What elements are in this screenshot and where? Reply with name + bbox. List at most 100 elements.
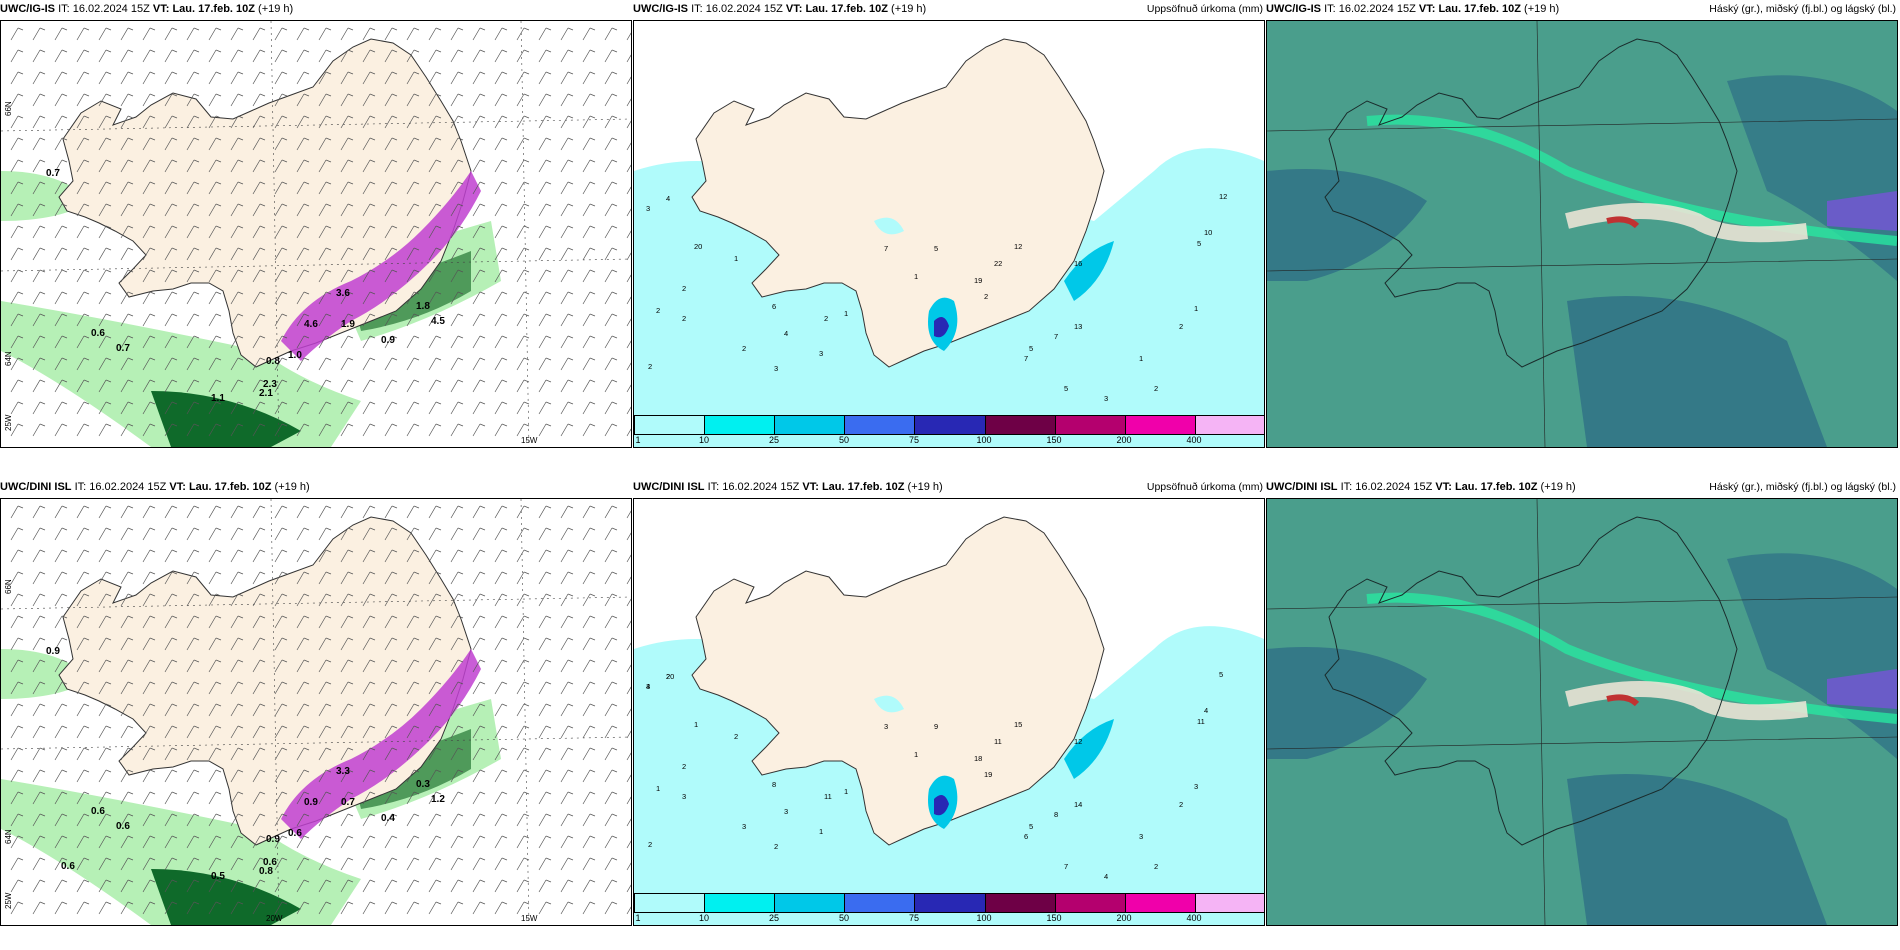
- value-label: 0.6: [263, 857, 277, 868]
- wind-barb: [76, 857, 90, 871]
- wind-barb: [186, 203, 200, 217]
- wind-barb: [384, 593, 398, 607]
- wind-barb: [164, 335, 178, 349]
- wind-barb: [208, 247, 222, 261]
- wind-barb: [626, 576, 631, 585]
- wind-barb: [120, 747, 134, 761]
- wind-barb: [186, 571, 200, 585]
- wind-barb: [384, 357, 398, 371]
- wind-barb: [362, 357, 376, 371]
- wind-barb: [32, 181, 46, 195]
- wind-barb: [98, 835, 112, 849]
- wind-barb: [208, 71, 222, 85]
- wind-barb: [54, 247, 68, 261]
- wind-barb: [450, 615, 464, 629]
- wind-barb: [98, 269, 112, 283]
- wind-barb: [98, 769, 112, 783]
- wind-barb: [76, 335, 90, 349]
- wind-barb: [142, 593, 156, 607]
- wind-barb: [296, 225, 310, 239]
- wind-barb: [494, 527, 508, 541]
- wind-barb: [142, 615, 156, 629]
- wind-barb: [120, 725, 134, 739]
- colorbar-tick: 150: [1046, 435, 1062, 445]
- wind-barb: [538, 879, 552, 893]
- precip-value: 1: [694, 720, 698, 729]
- wind-barb: [142, 527, 156, 541]
- wind-barb: [560, 159, 574, 173]
- wind-barb: [604, 27, 618, 41]
- wind-barb: [76, 137, 90, 151]
- precip-value: 1: [914, 272, 918, 281]
- wind-barb: [76, 203, 90, 217]
- wind-barb: [428, 615, 442, 629]
- wind-barb: [604, 813, 618, 827]
- wind-barb: [582, 637, 596, 651]
- wind-barb: [516, 615, 530, 629]
- wind-barb: [164, 49, 178, 63]
- wind-barb: [10, 637, 24, 651]
- wind-barb: [120, 247, 134, 261]
- wind-barb: [32, 335, 46, 349]
- wind-barb: [516, 247, 530, 261]
- low-cloud: [1727, 553, 1897, 759]
- wind-barb: [384, 769, 398, 783]
- axis-label: 15W: [521, 914, 538, 923]
- wind-barb: [76, 93, 90, 107]
- wind-barb: [340, 49, 354, 63]
- issue-time-label: IT:: [58, 3, 70, 15]
- value-label: 0.5: [211, 871, 225, 882]
- wind-barb: [186, 681, 200, 695]
- wind-barb: [604, 401, 618, 415]
- wind-barb: [494, 137, 508, 151]
- mid-cloud-band: [1565, 681, 1808, 721]
- wind-barb: [538, 269, 552, 283]
- wind-barb: [10, 901, 24, 915]
- wind-barb: [230, 247, 244, 261]
- wind-barb: [142, 203, 156, 217]
- wind-barb: [362, 659, 376, 673]
- wind-barb: [538, 725, 552, 739]
- lead-time: (+19 h): [1524, 3, 1560, 15]
- wind-barb: [450, 747, 464, 761]
- wind-barb: [54, 181, 68, 195]
- colorbar-cell: [1195, 416, 1264, 434]
- wind-barb: [384, 203, 398, 217]
- map-canvas: [1267, 21, 1897, 447]
- wind-barb: [384, 401, 398, 415]
- wind-barb: [10, 791, 24, 805]
- wind-barb: [406, 593, 420, 607]
- panel-title: Háský (gr.), miðský (fj.bl.) og lágský (…: [1709, 3, 1896, 15]
- wind-barb: [54, 791, 68, 805]
- wind-barb: [340, 423, 354, 437]
- wind-barb: [120, 49, 134, 63]
- wind-barb: [340, 791, 354, 805]
- wind-barb: [296, 313, 310, 327]
- wind-barb: [252, 225, 266, 239]
- wind-barb: [516, 335, 530, 349]
- wind-barb: [230, 571, 244, 585]
- value-label: 3.6: [336, 288, 350, 299]
- wind-barb: [582, 181, 596, 195]
- wind-barb: [318, 225, 332, 239]
- precip-value: 1: [844, 309, 848, 318]
- wind-barb: [32, 637, 46, 651]
- wind-barb: [516, 659, 530, 673]
- wind-barb: [560, 637, 574, 651]
- wind-barb: [296, 291, 310, 305]
- colorbar-cell: [1195, 894, 1264, 912]
- wind-barb: [54, 379, 68, 393]
- wind-barb: [32, 225, 46, 239]
- wind-barb: [428, 423, 442, 437]
- wind-barb: [98, 725, 112, 739]
- wind-barb: [164, 835, 178, 849]
- wind-barb: [362, 527, 376, 541]
- colorbar-cell: [915, 416, 986, 434]
- wind-barb: [98, 659, 112, 673]
- wind-barb: [98, 549, 112, 563]
- wind-barb: [428, 335, 442, 349]
- wind-barb: [560, 357, 574, 371]
- wind-barb: [142, 313, 156, 327]
- wind-barb: [142, 401, 156, 415]
- wind-barb: [208, 181, 222, 195]
